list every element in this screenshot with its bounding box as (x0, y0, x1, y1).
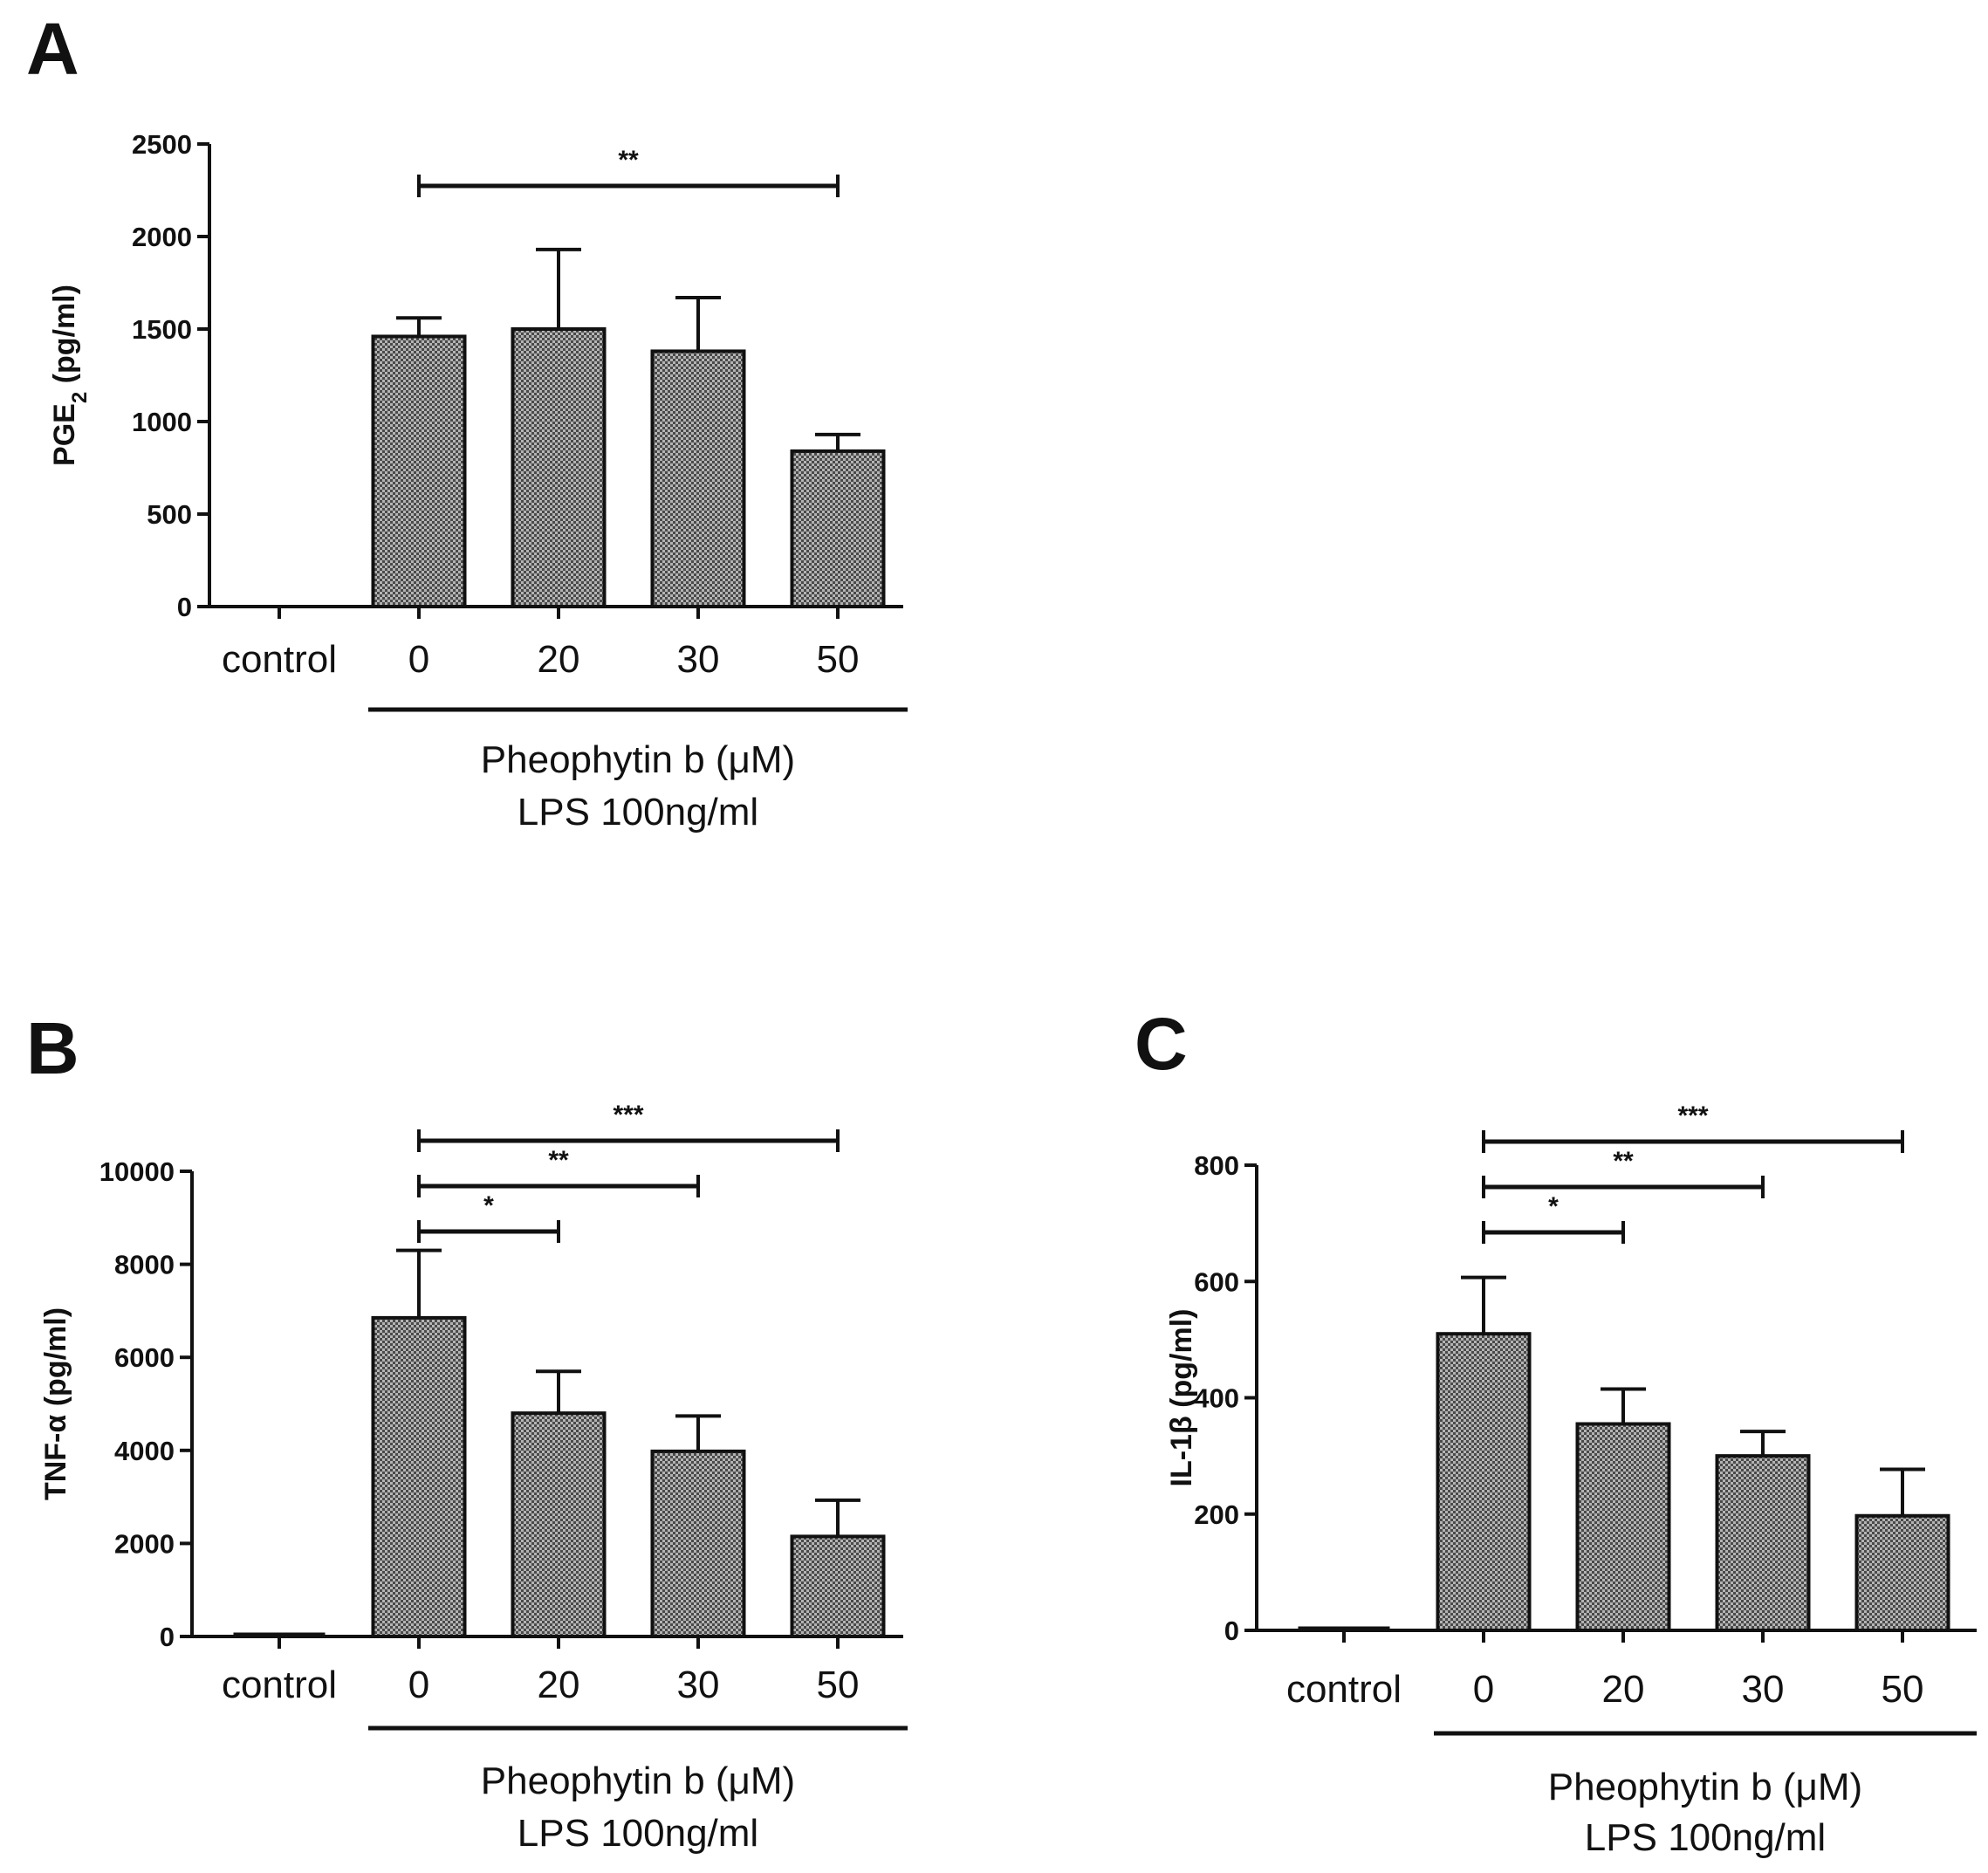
panel-c-category-label: 30 (1742, 1668, 1785, 1711)
figure: A05001000150020002500PGE2 (pg/ml)control… (0, 0, 1988, 1873)
panel-a-bar-30 (653, 351, 744, 607)
panel-c-bar-50 (1857, 1516, 1949, 1630)
panel-c-category-label: 20 (1602, 1668, 1645, 1711)
panel-a-category-label: 50 (817, 638, 860, 681)
panel-a-y-tick-label: 2000 (132, 222, 192, 252)
panel-c-y-tick-label: 400 (1194, 1383, 1239, 1414)
panel-b-lps-label: LPS 100ng/ml (518, 1812, 758, 1855)
panel-c-sig-label: *** (1677, 1101, 1708, 1130)
panel-b-y-tick-label: 4000 (114, 1436, 175, 1466)
panel-a-lps-label: LPS 100ng/ml (518, 791, 758, 834)
panel-c-lps-label: LPS 100ng/ml (1585, 1816, 1826, 1859)
panel-a-category-label: control (222, 638, 337, 681)
panel-c-treatment-label: Pheophytin b (μM) (1548, 1766, 1862, 1808)
panel-b-bar-50 (792, 1536, 884, 1636)
panel-a-bar-0 (374, 336, 465, 607)
panel-a-category-label: 30 (677, 638, 720, 681)
panel-c-y-tick-label: 0 (1224, 1616, 1239, 1646)
panel-b-category-label: 20 (538, 1664, 580, 1706)
panel-b-y-tick-label: 6000 (114, 1342, 175, 1373)
panel-c-y-tick-label: 600 (1194, 1266, 1239, 1297)
panel-a-y-tick-label: 0 (177, 592, 192, 622)
panel-c-bar-20 (1578, 1424, 1669, 1630)
panel-a-y-tick-label: 1000 (132, 407, 192, 437)
panel-b-y-axis-title: TNF-α (pg/ml) (39, 1307, 72, 1500)
panel-c-bar-30 (1717, 1456, 1809, 1630)
panel-c-sig-label: * (1548, 1192, 1559, 1221)
panel-b-bar-0 (374, 1318, 465, 1636)
panel-c-category-label: control (1286, 1668, 1402, 1711)
panel-b-bar-20 (513, 1413, 605, 1636)
panel-b-category-label: 0 (408, 1664, 429, 1706)
panel-b-category-label: 30 (677, 1664, 720, 1706)
panel-b-sig-label: * (483, 1191, 494, 1220)
panel-c-category-label: 50 (1882, 1668, 1924, 1711)
panel-a-bar-20 (513, 329, 605, 607)
panel-b-sig-label: *** (613, 1101, 643, 1129)
panel-a-category-label: 0 (408, 638, 429, 681)
panel-b-y-tick-label: 8000 (114, 1250, 175, 1280)
panel-b-category-label: control (222, 1664, 337, 1706)
panel-b-sig-label: ** (548, 1146, 569, 1175)
panel-c-y-tick-label: 200 (1194, 1499, 1239, 1530)
panel-c-chart: C 0 200 400 600 800 IL-1β (pg/ml) control 0 20 30 5… (1135, 1003, 1977, 1859)
panel-b-category-label: 50 (817, 1664, 860, 1706)
panel-a-letter: A (26, 8, 79, 90)
panel-a-category-label: 20 (538, 638, 580, 681)
panel-a-sig-label: ** (618, 146, 639, 175)
panel-b-y-tick-label: 0 (160, 1622, 175, 1652)
panel-b-bar-30 (653, 1451, 744, 1636)
panel-a-treatment-label: Pheophytin b (μM) (481, 738, 795, 781)
panel-a-y-axis-title: PGE2 (pg/ml) (48, 285, 92, 466)
panel-c-category-label: 0 (1473, 1668, 1494, 1711)
panel-a-y-tick-label: 1500 (132, 314, 192, 345)
panel-c-bar-0 (1438, 1334, 1530, 1630)
panel-b-chart: B 0 2000 4000 6000 8000 10000 TNF-α (pg/ml) cont… (26, 1007, 908, 1855)
panel-c-y-tick-label: 800 (1194, 1150, 1239, 1181)
panel-a-y-tick-label: 2500 (132, 129, 192, 160)
panel-b-letter: B (26, 1007, 79, 1089)
panel-a-bar-50 (792, 451, 884, 607)
panel-b-y-tick-label: 10000 (99, 1156, 175, 1187)
panel-c-sig-label: ** (1613, 1147, 1634, 1176)
panel-a-y-tick-label: 500 (147, 499, 192, 530)
panel-b-treatment-label: Pheophytin b (μM) (481, 1760, 795, 1802)
panel-b-y-tick-label: 2000 (114, 1528, 175, 1559)
panel-c-y-axis-title: IL-1β (pg/ml) (1165, 1309, 1198, 1487)
panel-c-letter: C (1135, 1003, 1188, 1085)
